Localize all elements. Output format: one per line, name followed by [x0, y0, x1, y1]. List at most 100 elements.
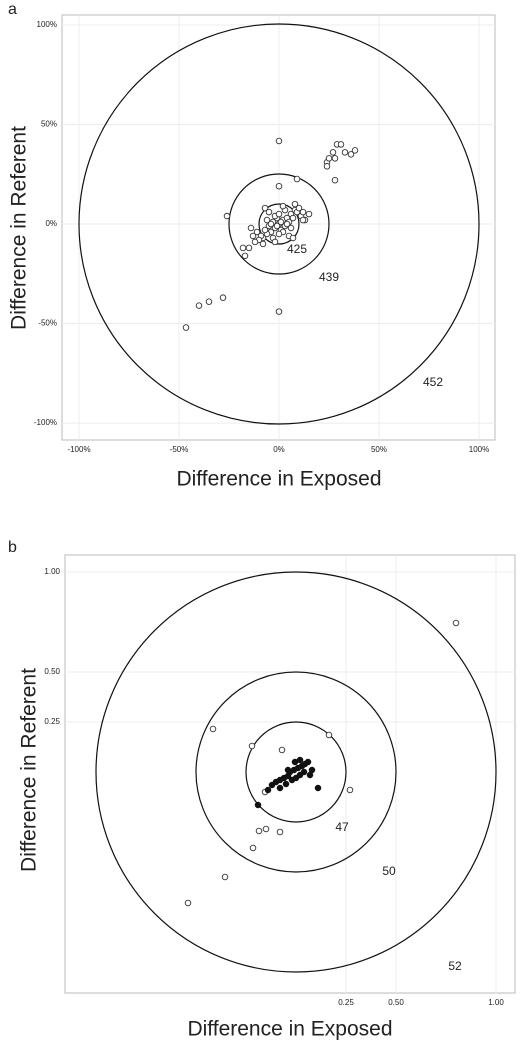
x-tick-label: 50% — [371, 445, 387, 454]
point — [221, 873, 229, 881]
point — [184, 899, 192, 907]
point — [239, 244, 247, 252]
point — [263, 216, 271, 224]
point — [249, 844, 257, 852]
y-tick-label: 50% — [41, 120, 57, 129]
panel-label: a — [8, 1, 17, 18]
x-tick-label: 0.50 — [388, 998, 404, 1007]
point — [195, 302, 203, 309]
point — [331, 155, 339, 162]
point — [205, 298, 213, 305]
circle-label: 425 — [287, 242, 307, 256]
point — [276, 784, 284, 792]
point — [341, 149, 349, 156]
x-axis-title: Difference in Exposed — [176, 468, 381, 491]
point — [305, 210, 313, 218]
circle-label: 452 — [423, 375, 443, 389]
y-axis-title: Difference in Referent — [8, 126, 31, 330]
point — [331, 176, 339, 184]
point — [292, 774, 300, 782]
circle-label: 52 — [448, 959, 462, 973]
point — [245, 244, 253, 252]
point — [346, 786, 354, 794]
point — [182, 324, 190, 331]
point — [279, 202, 287, 210]
point — [259, 240, 267, 248]
point — [267, 220, 275, 228]
circle-label: 50 — [382, 864, 396, 878]
point — [300, 768, 308, 776]
point — [287, 224, 295, 232]
y-tick-label: 1.00 — [44, 567, 60, 576]
point — [325, 155, 333, 162]
point — [299, 216, 307, 224]
target-circle — [228, 173, 330, 275]
point — [289, 234, 297, 242]
x-tick-label: -100% — [67, 445, 90, 454]
y-tick-label: -50% — [38, 319, 57, 328]
point — [253, 228, 261, 236]
point — [275, 230, 283, 238]
circle-label: 47 — [335, 820, 349, 834]
x-tick-label: 1.00 — [488, 998, 504, 1007]
point — [273, 222, 281, 230]
circle-label: 439 — [319, 270, 339, 284]
point — [329, 149, 337, 156]
panel-label: b — [8, 539, 17, 556]
point — [283, 220, 291, 228]
point — [323, 163, 331, 170]
point — [219, 294, 227, 301]
point — [275, 308, 283, 315]
target-circle — [78, 23, 480, 425]
point — [247, 224, 255, 232]
y-tick-label: -100% — [34, 418, 57, 427]
point — [248, 742, 256, 750]
target-circle — [258, 203, 300, 245]
point — [282, 780, 290, 788]
x-axis-title: Difference in Exposed — [187, 1018, 392, 1041]
point — [275, 137, 283, 145]
point — [291, 200, 299, 208]
point — [254, 801, 262, 809]
x-tick-label: -50% — [170, 445, 189, 454]
point — [293, 175, 301, 183]
point — [347, 151, 355, 158]
point — [277, 218, 285, 226]
point — [289, 214, 297, 222]
point — [241, 252, 249, 260]
point — [271, 238, 279, 246]
y-tick-label: 100% — [37, 20, 57, 29]
point — [278, 746, 286, 754]
x-tick-label: 0.25 — [338, 998, 354, 1007]
point — [275, 210, 283, 218]
point — [314, 784, 322, 792]
target-circle — [195, 671, 397, 873]
point — [275, 182, 283, 190]
point — [276, 828, 284, 836]
target-circle — [95, 571, 497, 973]
y-axis-title: Difference in Referent — [18, 668, 41, 872]
x-tick-label: 0% — [273, 445, 285, 454]
point — [223, 212, 231, 220]
point — [295, 204, 303, 212]
point — [351, 147, 359, 154]
point — [304, 758, 312, 766]
point — [299, 208, 307, 216]
point — [306, 771, 314, 779]
y-tick-label: 0% — [45, 219, 57, 228]
point — [265, 208, 273, 216]
point — [337, 141, 345, 148]
point — [296, 756, 304, 764]
point — [325, 731, 333, 739]
y-tick-label: 0.50 — [44, 667, 60, 676]
point — [255, 827, 263, 835]
point — [261, 204, 269, 212]
y-tick-label: 0.25 — [44, 717, 60, 726]
point — [251, 238, 259, 246]
target-circle — [245, 721, 347, 823]
point — [452, 619, 460, 627]
x-tick-label: 100% — [469, 445, 489, 454]
point — [261, 226, 269, 234]
point — [264, 786, 272, 794]
